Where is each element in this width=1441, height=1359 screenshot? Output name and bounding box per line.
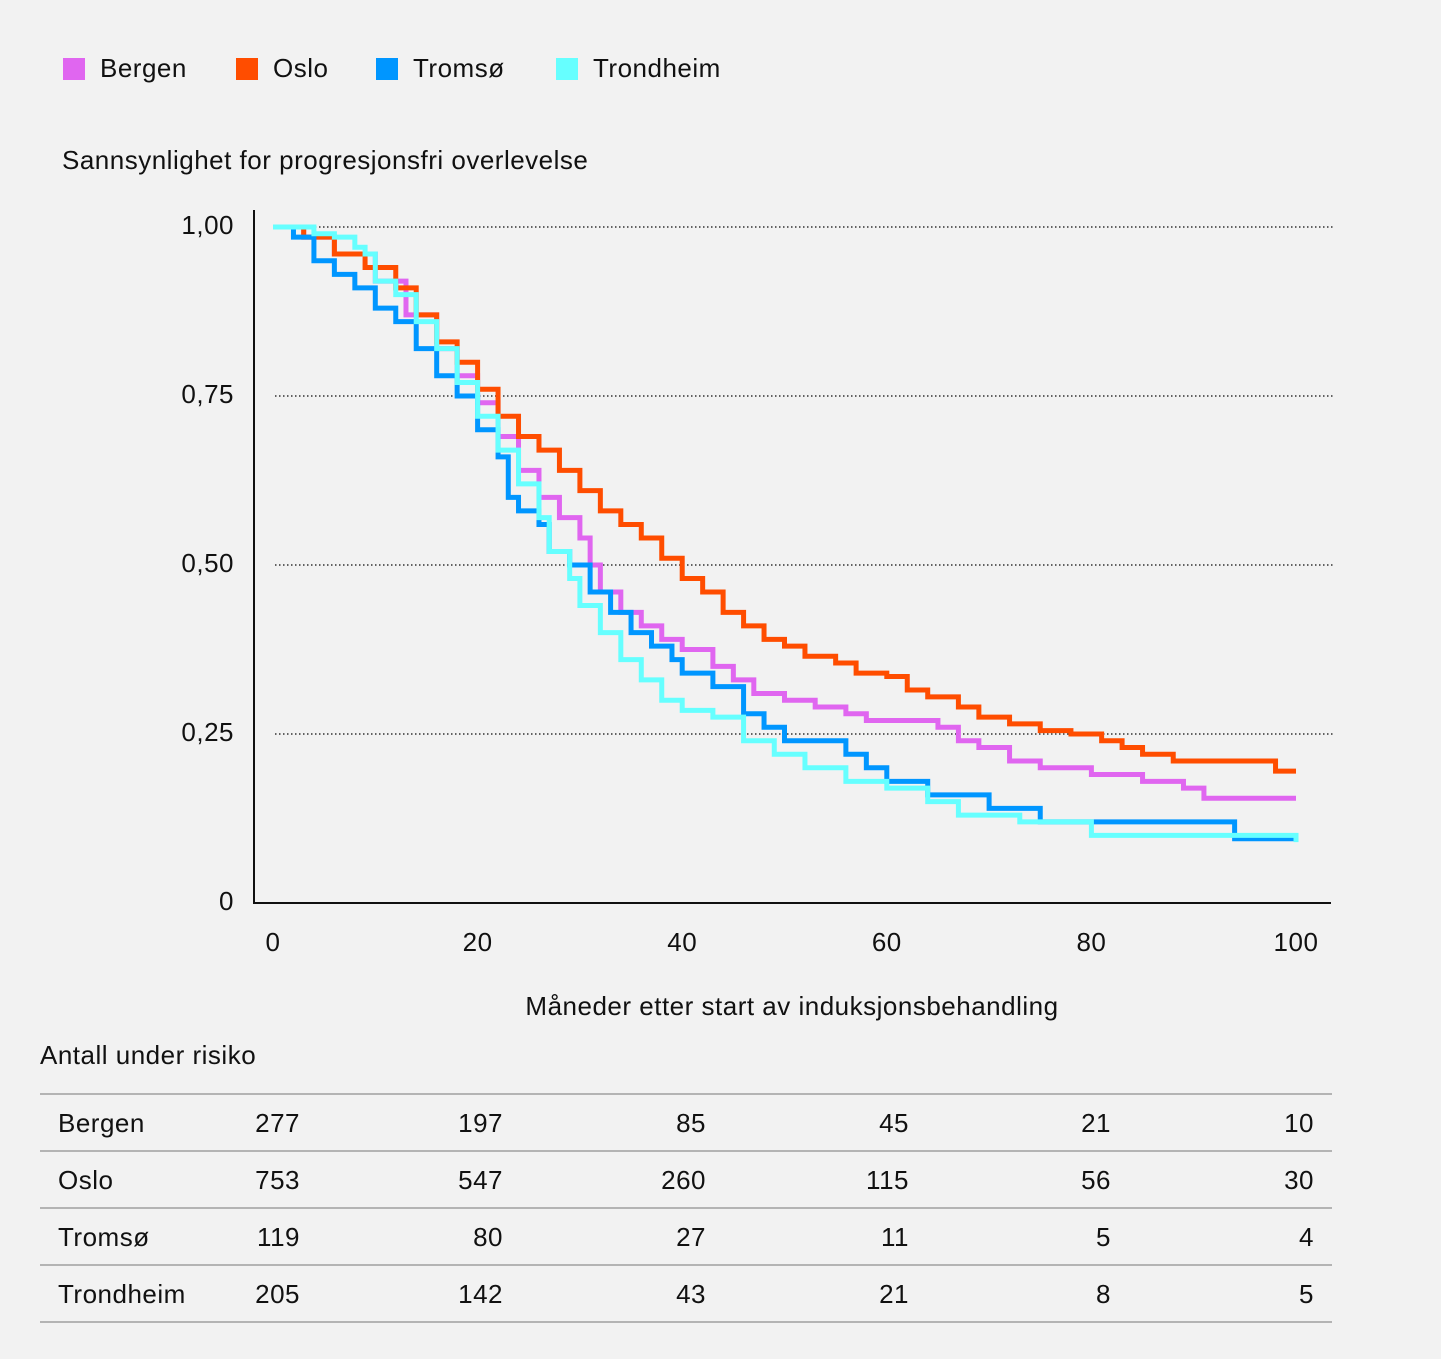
risk-count: 85 xyxy=(676,1108,706,1138)
row-name: Bergen xyxy=(58,1108,145,1138)
legend-label: Bergen xyxy=(100,53,187,83)
legend-label: Tromsø xyxy=(413,53,505,83)
x-tick-label: 100 xyxy=(1274,927,1319,957)
row-name: Oslo xyxy=(58,1165,113,1195)
x-axis-label: Måneder etter start av induksjonsbehandl… xyxy=(525,991,1058,1021)
y-tick-label: 0,75 xyxy=(181,379,234,409)
x-tick-label: 60 xyxy=(872,927,902,957)
y-tick-label: 0 xyxy=(219,886,234,916)
risk-count: 56 xyxy=(1081,1165,1111,1195)
legend-swatch xyxy=(236,58,258,80)
risk-count: 115 xyxy=(866,1165,909,1195)
legend-swatch xyxy=(556,58,578,80)
risk-count: 119 xyxy=(257,1222,300,1252)
risk-count: 21 xyxy=(1081,1108,1111,1138)
risk-count: 547 xyxy=(458,1165,503,1195)
risk-count: 10 xyxy=(1284,1108,1314,1138)
y-tick-label: 1,00 xyxy=(181,210,234,240)
legend-label: Trondheim xyxy=(593,53,721,83)
risk-count: 43 xyxy=(676,1279,706,1309)
risk-count: 5 xyxy=(1096,1222,1111,1252)
risk-count: 45 xyxy=(879,1108,909,1138)
x-tick-label: 40 xyxy=(667,927,697,957)
risk-count: 21 xyxy=(879,1279,909,1309)
risk-count: 80 xyxy=(473,1222,503,1252)
risk-count: 8 xyxy=(1096,1279,1111,1309)
risk-count: 142 xyxy=(458,1279,503,1309)
risk-count: 27 xyxy=(676,1222,706,1252)
y-tick-label: 0,50 xyxy=(181,548,234,578)
survival-line xyxy=(273,224,1296,774)
risk-count: 4 xyxy=(1299,1222,1314,1252)
x-tick-label: 0 xyxy=(266,927,281,957)
row-name: Trondheim xyxy=(58,1279,186,1309)
risk-count: 11 xyxy=(881,1222,909,1252)
risk-table-title: Antall under risiko xyxy=(40,1040,256,1070)
risk-count: 205 xyxy=(255,1279,300,1309)
risk-count: 5 xyxy=(1299,1279,1314,1309)
legend-swatch xyxy=(376,58,398,80)
x-tick-label: 20 xyxy=(463,927,493,957)
legend-swatch xyxy=(63,58,85,80)
x-tick-label: 80 xyxy=(1076,927,1106,957)
y-axis-label: Sannsynlighet for progresjonsfri overlev… xyxy=(62,145,588,175)
risk-count: 753 xyxy=(255,1165,300,1195)
risk-count: 30 xyxy=(1284,1165,1314,1195)
row-name: Tromsø xyxy=(58,1222,150,1252)
legend-label: Oslo xyxy=(273,53,328,83)
y-tick-label: 0,25 xyxy=(181,717,234,747)
risk-count: 277 xyxy=(255,1108,300,1138)
survival-line xyxy=(273,224,1299,843)
risk-count: 197 xyxy=(458,1108,503,1138)
risk-count: 260 xyxy=(661,1165,706,1195)
survival-line xyxy=(273,224,1296,842)
